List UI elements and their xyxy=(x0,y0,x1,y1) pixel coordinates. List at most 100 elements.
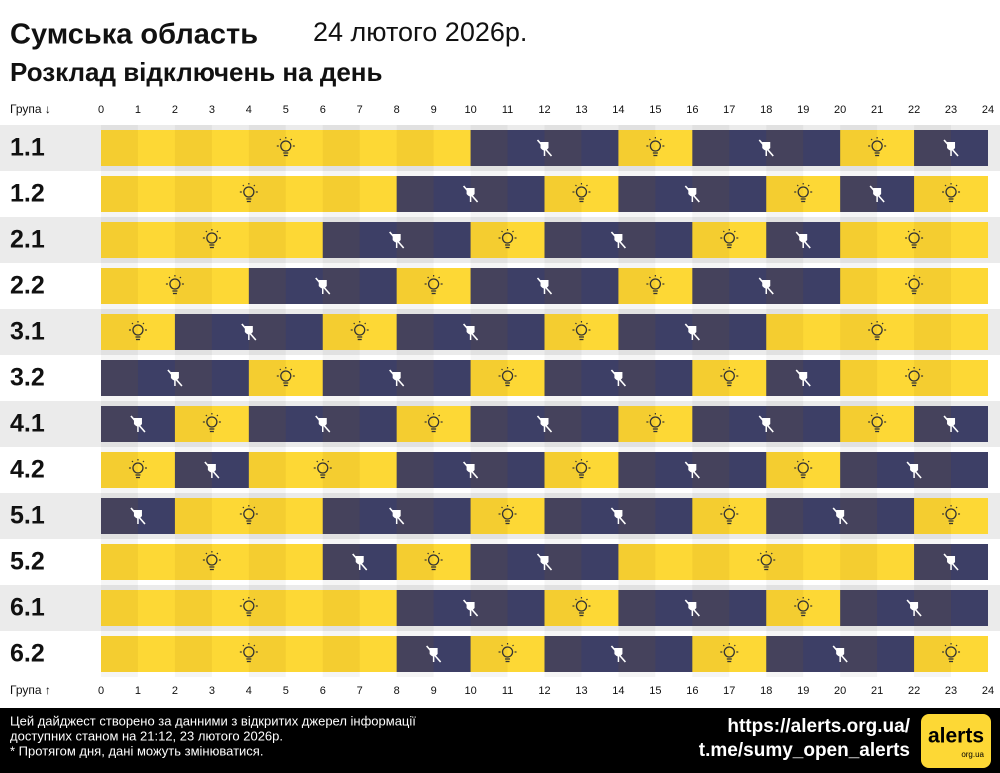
hour-shade xyxy=(914,314,952,350)
hour-shade xyxy=(470,590,508,626)
icon-part xyxy=(795,369,811,387)
icon-part xyxy=(610,369,627,387)
icon-on xyxy=(572,597,591,617)
icon-part xyxy=(179,276,182,279)
hour-shade xyxy=(470,268,508,304)
icon-part xyxy=(205,552,208,555)
icon-part xyxy=(427,552,430,555)
hour-shade xyxy=(766,222,804,258)
icon-part xyxy=(586,598,588,601)
x-tick-label: 9 xyxy=(431,104,437,116)
x-tick-label: 13 xyxy=(575,104,587,116)
icon-part xyxy=(918,230,921,233)
hour-shade xyxy=(544,498,582,534)
icon-part xyxy=(540,418,549,427)
footer-note: Цей дайджест створено за данними з відкр… xyxy=(10,713,416,728)
x-tick-label: 17 xyxy=(723,104,735,116)
icon-part xyxy=(575,324,588,336)
icon-part xyxy=(871,140,883,152)
hour-shade xyxy=(766,590,804,626)
icon-part xyxy=(364,322,367,325)
icon-part xyxy=(142,322,145,325)
icon-part xyxy=(723,508,735,520)
icon-part xyxy=(907,276,910,279)
icon-on xyxy=(868,137,887,157)
icon-part xyxy=(540,280,549,289)
axis-label-bottom: Група ↑ xyxy=(10,683,51,697)
x-tick-label: 22 xyxy=(908,685,920,697)
icon-part xyxy=(688,326,697,335)
x-tick-label: 10 xyxy=(464,685,476,697)
icon-part xyxy=(438,414,441,417)
icon-part xyxy=(762,142,771,151)
hour-shade xyxy=(692,544,730,580)
icon-part xyxy=(512,506,514,509)
icon-part xyxy=(836,648,845,657)
x-tick-label: 10 xyxy=(464,104,476,116)
site-link[interactable]: https://alerts.org.ua/ xyxy=(727,716,910,737)
hour-shade xyxy=(766,498,804,534)
hour-shade xyxy=(322,176,360,212)
icon-off xyxy=(795,231,811,249)
hour-shade xyxy=(544,360,582,396)
icon-part xyxy=(836,510,845,519)
group-label: 4.2 xyxy=(10,456,45,484)
icon-part xyxy=(575,462,588,474)
icon-part xyxy=(684,599,700,617)
icon-part xyxy=(536,139,553,157)
icon-part xyxy=(429,648,438,657)
hour-shade xyxy=(101,544,138,580)
x-tick-label: 20 xyxy=(834,685,846,697)
icon-on xyxy=(202,229,221,249)
icon-part xyxy=(206,416,218,428)
icon-on xyxy=(868,413,887,433)
icon-on xyxy=(498,367,517,387)
icon-part xyxy=(427,416,440,428)
hour-shade xyxy=(544,176,582,212)
icon-on xyxy=(794,597,813,617)
icon-part xyxy=(169,278,181,290)
hour-shade xyxy=(174,498,212,534)
x-tick-label: 16 xyxy=(686,104,698,116)
hour-shade xyxy=(101,406,138,442)
icon-part xyxy=(501,230,503,233)
hour-shade xyxy=(322,498,360,534)
x-tick-label: 6 xyxy=(320,685,326,697)
icon-part xyxy=(733,368,736,371)
hour-shade xyxy=(692,406,730,442)
hour-shade xyxy=(174,176,212,212)
icon-on xyxy=(313,459,332,479)
hour-stripe xyxy=(396,125,434,677)
x-tick-label: 12 xyxy=(538,104,550,116)
icon-off xyxy=(389,507,405,525)
hour-shade xyxy=(396,452,434,488)
icon-part xyxy=(243,600,255,612)
hour-shade xyxy=(101,222,138,258)
hour-shade xyxy=(174,222,212,258)
hour-stripe xyxy=(248,125,286,677)
icon-off xyxy=(758,277,774,295)
hour-shade xyxy=(322,360,360,396)
hour-shade xyxy=(470,636,508,672)
hour-shade xyxy=(544,590,582,626)
telegram-link[interactable]: t.me/sumy_open_alerts xyxy=(699,740,910,761)
hour-shade xyxy=(396,636,434,672)
icon-on xyxy=(572,183,591,203)
icon-part xyxy=(501,646,514,658)
icon-part xyxy=(133,418,142,427)
icon-part xyxy=(290,138,293,141)
hour-shade xyxy=(322,636,360,672)
hour-shade xyxy=(174,314,212,350)
icon-part xyxy=(944,644,947,647)
footer-bg xyxy=(0,708,1000,773)
icon-part xyxy=(536,415,553,433)
icon-part xyxy=(501,644,503,647)
hour-shade xyxy=(618,130,656,166)
hour-shade xyxy=(101,176,138,212)
logo-sub: org.ua xyxy=(961,750,984,759)
x-tick-label: 11 xyxy=(502,104,513,116)
hour-stripe xyxy=(840,125,878,677)
hour-shade xyxy=(914,590,952,626)
hour-shade xyxy=(322,268,360,304)
hour-shade xyxy=(840,222,878,258)
